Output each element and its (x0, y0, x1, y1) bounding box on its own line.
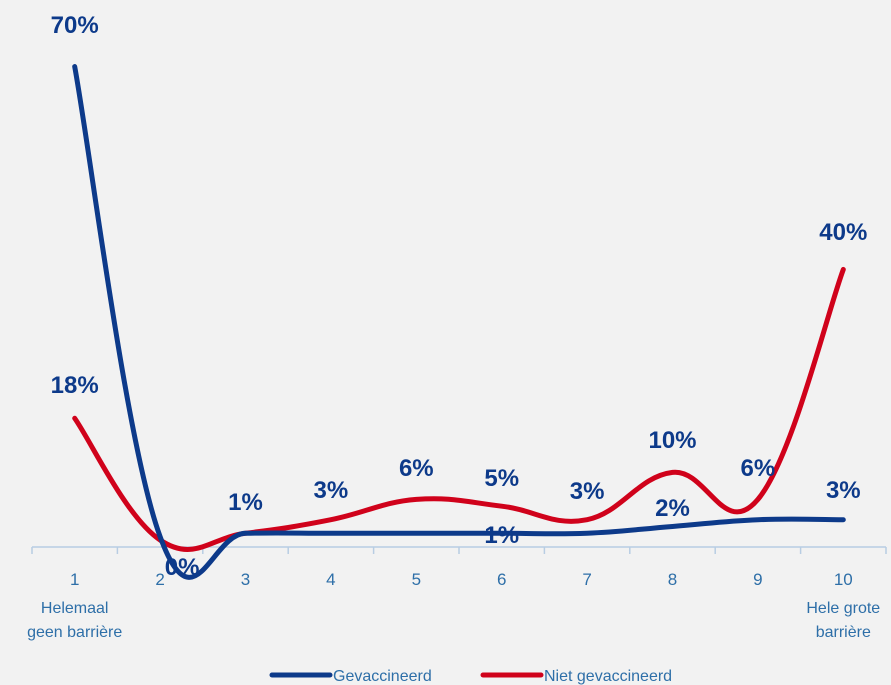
data-label: 2% (655, 495, 690, 522)
x-tick-label: 8 (668, 570, 677, 589)
data-label: 6% (741, 455, 776, 482)
legend-label: Niet gevaccineerd (544, 668, 672, 685)
data-label: 0% (165, 554, 200, 581)
x-tick-label: 9 (753, 570, 762, 589)
series-line-niet-gevaccineerd (72, 266, 846, 552)
x-sublabel-first: Helemaal (41, 600, 109, 617)
data-label: 3% (826, 477, 861, 504)
data-label: 70% (51, 12, 99, 39)
data-label: 18% (51, 372, 99, 399)
x-sublabel-first: geen barrière (27, 624, 122, 641)
x-tick-label: 2 (155, 570, 164, 589)
data-label: 1% (484, 522, 519, 549)
series-lines (72, 64, 846, 580)
data-label: 10% (648, 427, 696, 454)
series-line-gevaccineerd (72, 64, 846, 580)
data-labels: 70% 1% 1% 2% 3% 18% 0% 3% 6% 5% 3% 10% 6% 40% (51, 12, 868, 581)
legend: Gevaccineerd Niet gevaccineerd (269, 668, 672, 685)
data-label: 1% (228, 489, 263, 516)
legend-label: Gevaccineerd (333, 668, 432, 685)
x-tick-label: 10 (834, 570, 853, 589)
x-sublabel-last: Hele grote (806, 600, 880, 617)
data-label: 40% (819, 219, 867, 246)
data-label: 3% (570, 478, 605, 505)
x-tick-label: 5 (412, 570, 421, 589)
x-tick-label: 3 (241, 570, 250, 589)
data-label: 6% (399, 455, 434, 482)
data-label: 3% (314, 477, 349, 504)
x-tick-label: 4 (326, 570, 335, 589)
x-tick-label: 1 (70, 570, 79, 589)
x-axis: 1 2 3 4 5 6 7 8 9 10 Helemaal geen barrière Hele gro… (27, 546, 887, 641)
x-tick-label: 6 (497, 570, 506, 589)
x-tick-label: 7 (582, 570, 591, 589)
data-label: 5% (484, 465, 519, 492)
x-sublabel-last: barrière (816, 624, 871, 641)
